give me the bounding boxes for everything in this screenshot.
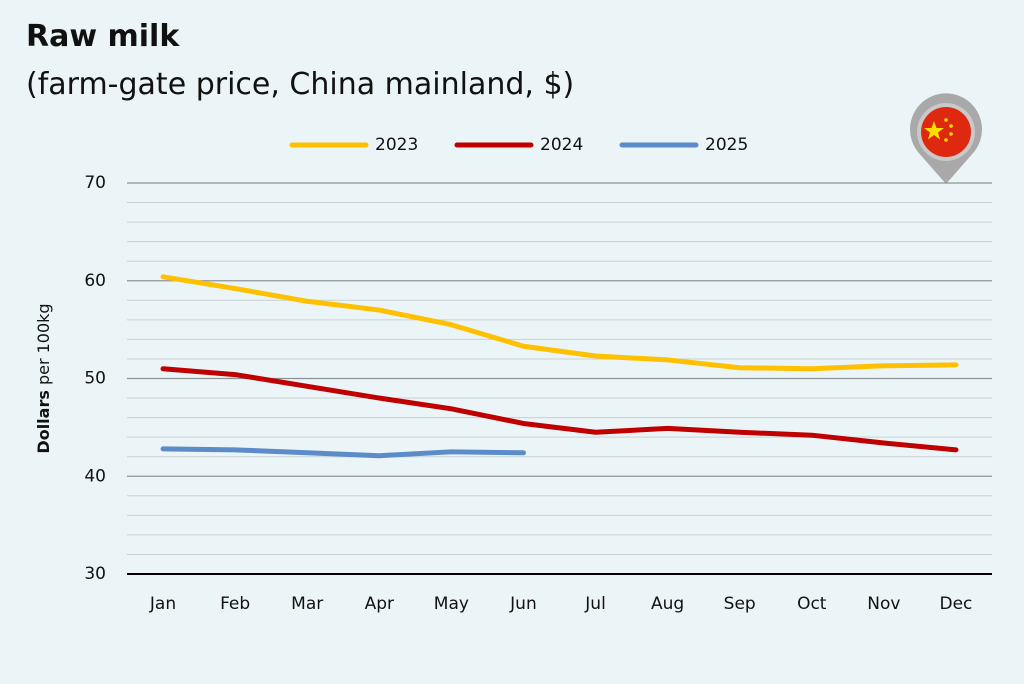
y-tick-label: 40 [84,466,106,486]
chart-title: Raw milk [26,19,180,54]
x-tick-label: Jan [149,594,176,614]
y-tick-label: 30 [84,564,106,584]
x-tick-label: Feb [220,594,250,614]
legend-label: 2023 [375,135,418,155]
line-series [160,274,959,372]
x-tick-label: Dec [940,594,973,614]
y-axis-label-part: Dollars [34,390,53,453]
line-series [160,446,526,459]
x-tick-label: Oct [797,594,827,614]
legend-label: 2025 [705,135,748,155]
x-tick-label: Nov [867,594,900,614]
x-tick-label: Jul [584,594,606,614]
y-tick-label: 50 [84,369,106,389]
x-tick-label: Jun [509,594,537,614]
flag-pin [910,93,983,184]
x-tick-label: Sep [724,594,756,614]
x-tick-label: Apr [365,594,394,614]
y-tick-label: 70 [84,173,106,193]
y-axis-label: Dollars per 100kg [34,303,53,453]
y-tick-label: 60 [84,271,106,291]
legend-label: 2024 [540,135,583,155]
chart-subtitle: (farm-gate price, China mainland, $) [26,67,574,102]
x-tick-label: Aug [651,594,684,614]
x-tick-label: Mar [291,594,323,614]
line-series [160,366,959,453]
y-axis-label-part: per 100kg [34,303,53,390]
x-tick-label: May [434,594,469,614]
